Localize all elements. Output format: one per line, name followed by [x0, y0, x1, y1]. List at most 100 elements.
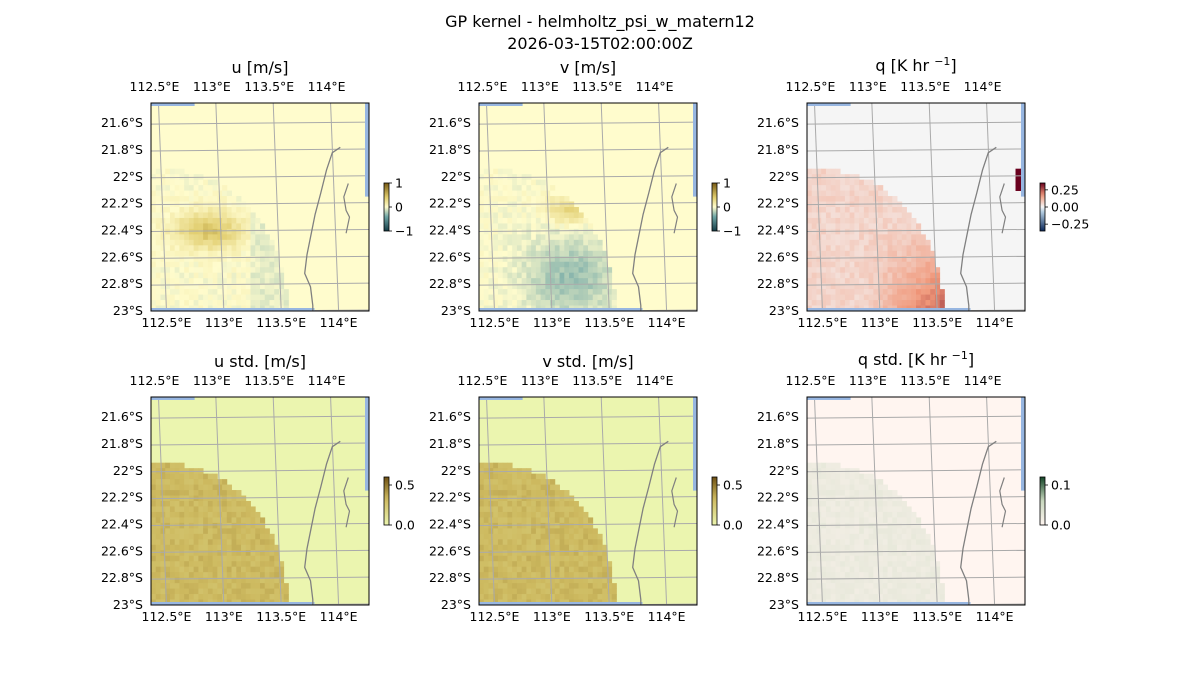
heatmap-cell — [588, 245, 594, 252]
heatmap-cell — [179, 283, 185, 290]
heatmap-cell — [868, 239, 874, 246]
heatmap-cell — [264, 283, 270, 290]
heatmap-cell — [502, 544, 508, 551]
heatmap-cell — [250, 267, 256, 274]
heatmap-cell — [250, 239, 256, 246]
heatmap-cell — [550, 212, 556, 219]
heatmap-cell — [188, 528, 195, 535]
heatmap-cell — [521, 212, 527, 219]
heatmap-cell — [155, 572, 161, 579]
heatmap-cell — [835, 490, 841, 496]
heatmap-cell — [597, 245, 603, 252]
heatmap-cell — [169, 261, 176, 268]
heatmap-cell — [859, 239, 865, 246]
heatmap-cell — [863, 267, 870, 274]
heatmap-cell — [531, 555, 537, 562]
heatmap-cell — [835, 566, 841, 573]
heatmap-cell — [825, 217, 832, 224]
heatmap-cell — [212, 533, 218, 540]
heatmap-cell — [531, 300, 537, 306]
heatmap-cell — [882, 588, 888, 595]
heatmap-cell — [821, 566, 827, 573]
heatmap-cell — [226, 234, 232, 241]
heatmap-cell — [887, 250, 893, 257]
heatmap-cell — [264, 239, 270, 246]
heatmap-cell — [811, 267, 817, 274]
heatmap-cell — [816, 190, 822, 197]
heatmap-cell — [217, 239, 223, 246]
heatmap-cell — [887, 511, 893, 518]
heatmap-cell — [260, 533, 266, 540]
heatmap-cell — [887, 256, 893, 263]
heatmap-cell — [193, 212, 199, 219]
heatmap-cell — [236, 555, 242, 562]
heatmap-cell — [502, 185, 508, 191]
heatmap-cell — [892, 506, 898, 513]
heatmap-cell — [854, 479, 860, 485]
heatmap-cell — [255, 267, 261, 274]
heatmap-cell — [550, 239, 556, 246]
heatmap-cell — [526, 583, 532, 589]
heatmap-cell — [521, 583, 527, 589]
heatmap-cell — [274, 300, 280, 306]
heatmap-cell — [573, 228, 579, 235]
heatmap-cell — [901, 506, 907, 513]
heatmap-cell — [550, 217, 556, 224]
heatmap-cell — [179, 294, 185, 301]
heatmap-cell — [930, 256, 936, 263]
lat-tick-label: 22.6°S — [429, 249, 471, 264]
heatmap-cell — [920, 256, 926, 263]
heatmap-cell — [564, 588, 570, 595]
heatmap-cell — [916, 256, 922, 263]
heatmap-cell — [825, 174, 832, 181]
heatmap-cell — [540, 577, 546, 584]
heatmap-cell — [222, 207, 228, 213]
heatmap-cell — [545, 577, 551, 584]
heatmap-cell — [873, 261, 879, 268]
heatmap-cell — [155, 190, 161, 197]
heatmap-cell — [488, 190, 494, 197]
heatmap-cell — [483, 234, 489, 241]
heatmap-cell — [564, 544, 570, 551]
heatmap-cell — [564, 217, 570, 224]
heatmap-cell — [901, 283, 907, 290]
heatmap-cell — [901, 533, 907, 540]
heatmap-cell — [901, 245, 907, 252]
parallel-gridline — [807, 549, 1025, 553]
heatmap-cell — [863, 272, 870, 279]
heatmap-cell — [925, 245, 931, 252]
heatmap-cell — [816, 473, 822, 480]
heatmap-cell — [854, 300, 860, 306]
heatmap-cell — [207, 566, 214, 573]
heatmap-cell — [564, 223, 570, 230]
heatmap-cell — [930, 250, 936, 257]
heatmap-cell — [502, 245, 508, 252]
heatmap-cell — [512, 223, 518, 230]
heatmap-cell — [207, 217, 214, 224]
heatmap-cell — [816, 462, 822, 469]
heatmap-cell — [597, 283, 603, 290]
heatmap-cell — [226, 572, 232, 579]
heatmap-cell — [236, 245, 242, 252]
heatmap-cell — [226, 201, 232, 208]
heatmap-cell — [545, 594, 551, 600]
heatmap-cell — [550, 250, 556, 257]
heatmap-cell — [840, 245, 846, 252]
parallel-gridline — [861, 603, 1025, 605]
heatmap-cell — [578, 522, 584, 529]
heatmap-cell — [207, 555, 214, 562]
heatmap-cell — [863, 207, 870, 213]
heatmap-cell — [573, 256, 579, 263]
heatmap-cell — [483, 223, 489, 230]
lon-tick-label-top: 114°E — [308, 373, 346, 388]
heatmap-cell — [212, 300, 218, 306]
heatmap-cell — [222, 245, 228, 252]
heatmap-cell — [151, 473, 157, 480]
heatmap-cell — [830, 533, 836, 540]
heatmap-cell — [830, 544, 836, 551]
heatmap-cell — [188, 217, 195, 224]
heatmap-cell — [174, 217, 180, 224]
heatmap-cell — [241, 245, 247, 252]
lat-tick-label: 22.2°S — [101, 490, 143, 505]
heatmap-cell — [901, 250, 907, 257]
